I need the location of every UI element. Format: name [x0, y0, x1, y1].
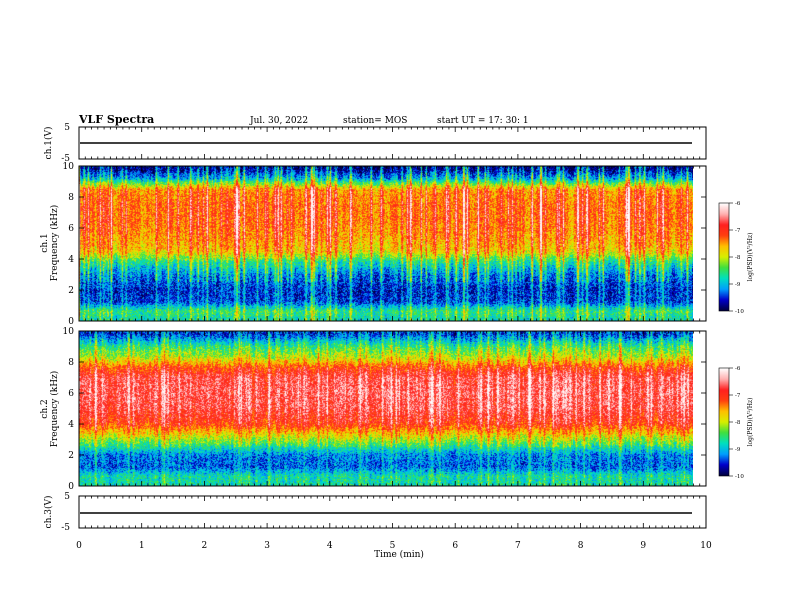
ch1-ytick-bottom: -5	[61, 154, 70, 164]
colorbar-tick-label: -10	[735, 309, 744, 315]
x-tick-label: 8	[578, 541, 584, 551]
colorbar-tick-label: -8	[735, 255, 741, 261]
ch1-ylabel-channel: ch.1	[40, 233, 50, 252]
ch2-colorbar	[719, 368, 729, 476]
x-tick-label: 7	[515, 541, 521, 551]
ch1-ylabel: ch.1(V)	[43, 127, 54, 160]
x-tick-label: 5	[390, 541, 396, 551]
date-label: Jul. 30, 2022	[249, 116, 308, 126]
time-axis-label: Time (min)	[374, 549, 424, 560]
ch3-waveform-panel: 5 -5 ch.3(V)	[43, 492, 707, 533]
y-tick-label: 6	[68, 389, 74, 399]
y-tick-label: 2	[68, 286, 74, 296]
ch1-spectrogram-panel: 0 2 4 6 8 10 ch.1 Frequency (kHz) -6 -7 -8 -9 -10…	[40, 162, 754, 327]
time-axis: 0 1 2 3 4 5 6 7 8 9 10	[76, 541, 712, 551]
colorbar-tick-label: -9	[735, 447, 741, 453]
ch2-freq-ticks: 0 2 4 6 8 10	[63, 327, 707, 492]
ch2-spectrogram-image	[79, 331, 693, 486]
x-tick-label: 1	[139, 541, 145, 551]
ch2-colorbar-label: log(PSD)(V²/Hz)	[747, 398, 754, 447]
ch2-ylabel-channel: ch.2	[40, 399, 50, 418]
y-tick-label: 0	[68, 482, 74, 492]
x-tick-label: 3	[264, 541, 270, 551]
ch1-spectrogram-image	[79, 166, 693, 321]
x-tick-label: 9	[640, 541, 646, 551]
y-tick-label: 4	[68, 255, 74, 265]
y-tick-label: 8	[68, 193, 74, 203]
y-tick-label: 6	[68, 224, 74, 234]
colorbar-tick-label: -8	[735, 420, 741, 426]
colorbar-tick-label: -6	[735, 201, 741, 207]
colorbar-tick-label: -10	[735, 474, 744, 480]
y-tick-label: 10	[63, 327, 75, 337]
ch1-colorbar	[719, 203, 729, 311]
ch1-colorbar-label: log(PSD)(V²/Hz)	[747, 233, 754, 282]
ch1-waveform-ticks	[78, 127, 707, 159]
y-tick-label: 2	[68, 451, 74, 461]
station-label: station= MOS	[343, 116, 407, 126]
ch1-waveform-panel: 5 -5 ch.1(V)	[43, 123, 707, 164]
ch2-colorbar-ticks: -6 -7 -8 -9 -10	[729, 366, 744, 480]
ch1-ytick-top: 5	[64, 123, 70, 133]
start-time-label: start UT = 17: 30: 1	[437, 116, 529, 126]
x-tick-label: 0	[76, 541, 82, 551]
ch3-ytick-bottom: -5	[61, 523, 70, 533]
y-tick-label: 8	[68, 358, 74, 368]
ch1-freq-ticks: 0 2 4 6 8 10	[63, 162, 707, 327]
colorbar-tick-label: -7	[735, 228, 741, 234]
x-tick-label: 6	[452, 541, 458, 551]
ch2-ylabel-frequency: Frequency (kHz)	[49, 371, 60, 448]
colorbar-tick-label: -6	[735, 366, 741, 372]
figure-title: VLF Spectra	[78, 113, 154, 126]
ch3-waveform-ticks	[78, 496, 707, 528]
x-tick-label: 10	[700, 541, 712, 551]
colorbar-tick-label: -7	[735, 393, 741, 399]
ch2-spectrogram-panel: 0 2 4 6 8 10 ch.2 Frequency (kHz) -6 -7 -8 -9 -10…	[40, 327, 754, 492]
ch3-ylabel: ch.3(V)	[43, 496, 54, 529]
y-tick-label: 4	[68, 420, 74, 430]
ch1-ylabel-frequency: Frequency (kHz)	[49, 205, 60, 282]
y-tick-label: 10	[63, 162, 75, 172]
y-tick-label: 0	[68, 317, 74, 327]
x-tick-label: 2	[202, 541, 208, 551]
ch1-colorbar-ticks: -6 -7 -8 -9 -10	[729, 201, 744, 315]
x-tick-label: 4	[327, 541, 333, 551]
colorbar-tick-label: -9	[735, 282, 741, 288]
ch3-ytick-top: 5	[64, 492, 70, 502]
